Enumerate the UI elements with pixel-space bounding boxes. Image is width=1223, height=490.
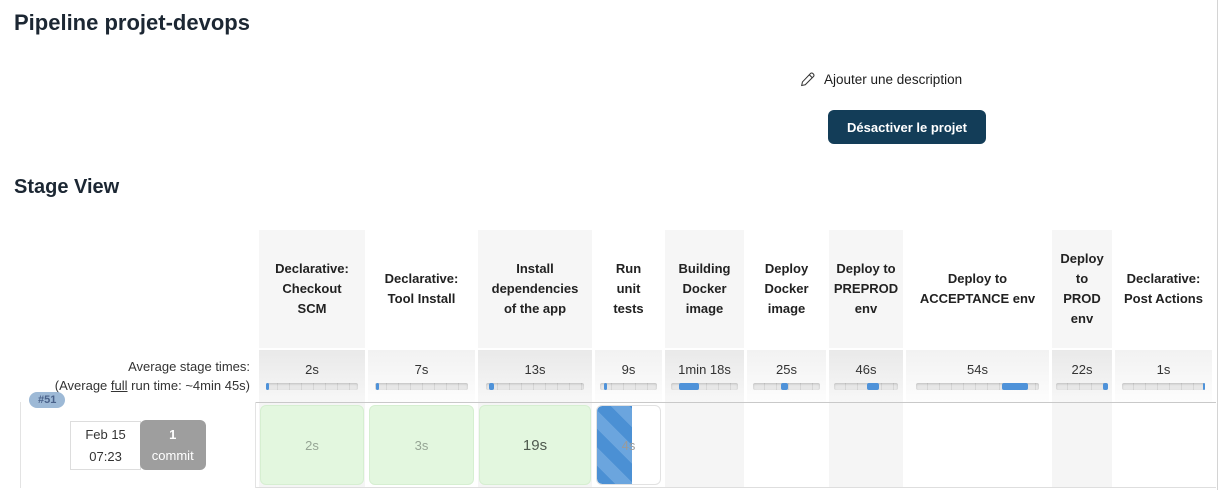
build-stage-cell-install-dependencies: 19s (478, 402, 592, 488)
avg-cell-deploy-prod: 22s (1052, 350, 1112, 402)
stage-header-deploy-preprod: Deploy to PREPROD env (829, 230, 903, 348)
disable-project-button[interactable]: Désactiver le projet (828, 110, 986, 144)
stage-time-bar (916, 383, 1039, 390)
stage-view-table: Declarative: Checkout SCM Declarative: T… (0, 230, 1216, 488)
stage-header-post-actions: Declarative: Post Actions (1115, 230, 1212, 348)
avg-time: 22s (1071, 362, 1093, 377)
build-stage-cell-deploy-docker-image (747, 402, 826, 488)
avg-time: 13s (524, 362, 546, 377)
avg-time: 2s (305, 362, 319, 377)
stage-header-tool-install: Declarative: Tool Install (368, 230, 475, 348)
build-stage-cell-deploy-acceptance (906, 402, 1049, 488)
stage-result-success[interactable]: 19s (479, 405, 591, 485)
stage-header-checkout-scm: Declarative: Checkout SCM (259, 230, 365, 348)
stage-duration: 2s (305, 437, 319, 453)
stage-header-deploy-docker-image: Deploy Docker image (747, 230, 826, 348)
stage-time-bar (834, 383, 898, 390)
avg-cell-checkout-scm: 2s (259, 350, 365, 402)
stage-result-success[interactable]: 2s (260, 405, 364, 485)
stage-time-bar (1056, 383, 1108, 390)
build-widget: Feb 15 07:23 1 commit (70, 420, 206, 470)
stage-time-bar (670, 383, 739, 390)
build-stage-cell-tool-install: 3s (368, 402, 475, 488)
build-info-box: #51 Feb 15 07:23 1 commit (20, 392, 256, 488)
build-stage-cell-building-docker-image (665, 402, 744, 488)
build-stage-cell-run-unit-tests: 4s (595, 402, 662, 488)
stage-result-success[interactable]: 3s (369, 405, 474, 485)
stage-header-deploy-prod: Deploy to PROD env (1052, 230, 1112, 348)
average-full-run-time-label: (Average full run time: ~4min 45s) (54, 378, 250, 393)
avg-cell-deploy-acceptance: 54s (906, 350, 1049, 402)
avg-cell-building-docker-image: 1min 18s (665, 350, 744, 402)
build-row: #51 Feb 15 07:23 1 commit 2s (0, 392, 1216, 488)
stage-time-bar-fill (678, 383, 700, 390)
stage-time-bar (752, 383, 821, 390)
row-divider (20, 402, 1216, 403)
avg-time: 1s (1156, 362, 1171, 377)
stage-time-bar-fill (375, 383, 379, 390)
build-date: Feb 15 (85, 426, 126, 442)
pencil-icon (800, 72, 815, 87)
average-stage-times-label: Average stage times: (128, 358, 250, 374)
stage-time-bar-fill (1002, 383, 1028, 390)
avg-cell-post-actions: 1s (1115, 350, 1212, 402)
build-stage-cell-checkout-scm: 2s (259, 402, 365, 488)
avg-cell-install-dependencies: 13s (478, 350, 592, 402)
stage-view-title: Stage View (14, 176, 120, 198)
stage-duration: 3s (414, 437, 429, 453)
avg-cell-deploy-preprod: 46s (829, 350, 903, 402)
avg-cell-tool-install: 7s (368, 350, 475, 402)
commit-label: commit (151, 448, 194, 463)
build-stage-cell-deploy-prod (1052, 402, 1112, 488)
avg-time: 46s (855, 362, 877, 377)
avg-time: 7s (414, 362, 429, 377)
stage-time-bar-fill (266, 383, 269, 390)
page-title: Pipeline projet-devops (14, 10, 250, 35)
avg-time: 25s (776, 362, 797, 377)
build-time: 07:23 (89, 448, 122, 464)
stage-time-bar-fill (1103, 383, 1108, 390)
stage-time-bar (1121, 383, 1206, 390)
stage-duration: 19s (522, 436, 548, 454)
average-times-row: Average stage times: (Average full run t… (0, 350, 1216, 402)
running-progress-stripes (597, 406, 632, 484)
avg-time: 1min 18s (678, 362, 731, 377)
stage-time-bar-fill (604, 383, 607, 390)
build-stage-cell-deploy-preprod (829, 402, 903, 488)
stage-duration: 4s (621, 437, 636, 453)
avg-cell-deploy-docker-image: 25s (747, 350, 826, 402)
stage-time-bar-fill (1203, 383, 1206, 390)
add-description-label: Ajouter une description (824, 72, 963, 87)
stage-header-building-docker-image: Building Docker image (665, 230, 744, 348)
stage-result-running[interactable]: 4s (596, 405, 661, 485)
stage-time-bar (375, 383, 468, 390)
build-number-badge[interactable]: #51 (29, 392, 66, 408)
add-description-link[interactable]: Ajouter une description (800, 72, 962, 87)
stage-header-row: Declarative: Checkout SCM Declarative: T… (0, 230, 1216, 348)
stage-header-deploy-acceptance: Deploy to ACCEPTANCE env (906, 230, 1049, 348)
stage-time-bar (599, 383, 658, 390)
avg-time: 9s (621, 362, 636, 377)
stage-time-bar-fill (781, 383, 788, 390)
stage-time-bar (485, 383, 585, 390)
build-date-link[interactable]: Feb 15 07:23 (70, 420, 141, 470)
stage-time-bar (266, 383, 358, 390)
stage-time-bar-fill (488, 383, 495, 390)
stage-time-bar-fill (867, 383, 879, 390)
build-caption-cell: #51 Feb 15 07:23 1 commit (0, 392, 256, 488)
page-edge-scrollbar-line[interactable] (1217, 0, 1218, 490)
table-corner (0, 230, 256, 348)
stage-header-install-dependencies: Install dependencies of the app (478, 230, 592, 348)
build-changeset-link[interactable]: 1 commit (139, 420, 206, 470)
stage-header-run-unit-tests: Run unit tests (595, 230, 662, 348)
commit-count: 1 (169, 427, 177, 442)
avg-cell-run-unit-tests: 9s (595, 350, 662, 402)
row-divider (20, 487, 1216, 488)
avg-time: 54s (967, 362, 988, 377)
build-stage-cell-post-actions (1115, 402, 1212, 488)
